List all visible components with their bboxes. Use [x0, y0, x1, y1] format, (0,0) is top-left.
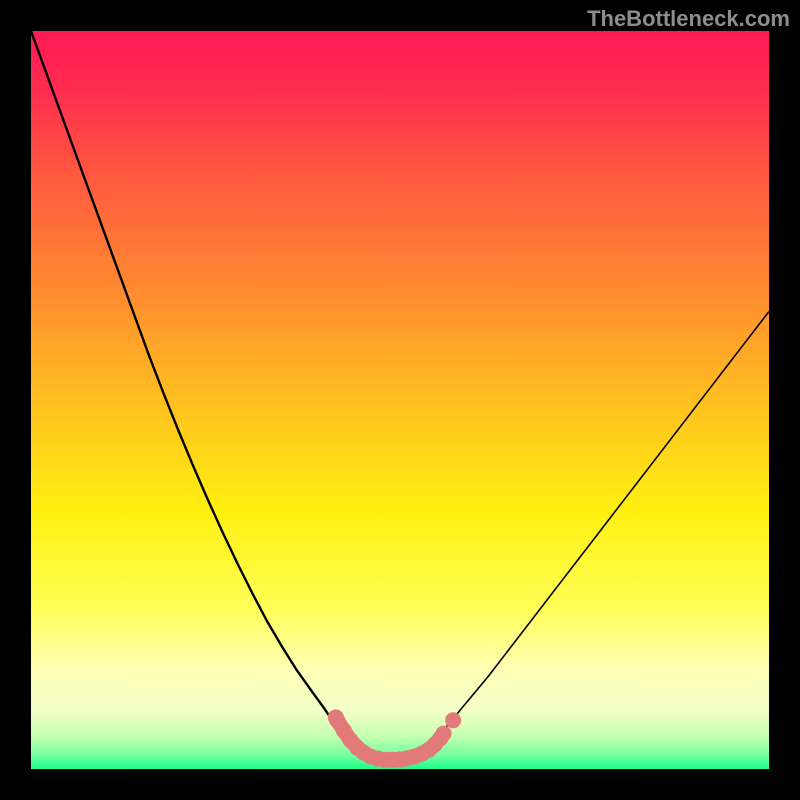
watermark-text: TheBottleneck.com — [587, 6, 790, 32]
chart-frame: TheBottleneck.com — [0, 0, 800, 800]
curve-left — [31, 31, 345, 738]
plot-area — [31, 31, 769, 769]
bottom-marker — [328, 709, 461, 767]
curve-right — [435, 311, 769, 739]
bottleneck-curve — [31, 31, 769, 769]
